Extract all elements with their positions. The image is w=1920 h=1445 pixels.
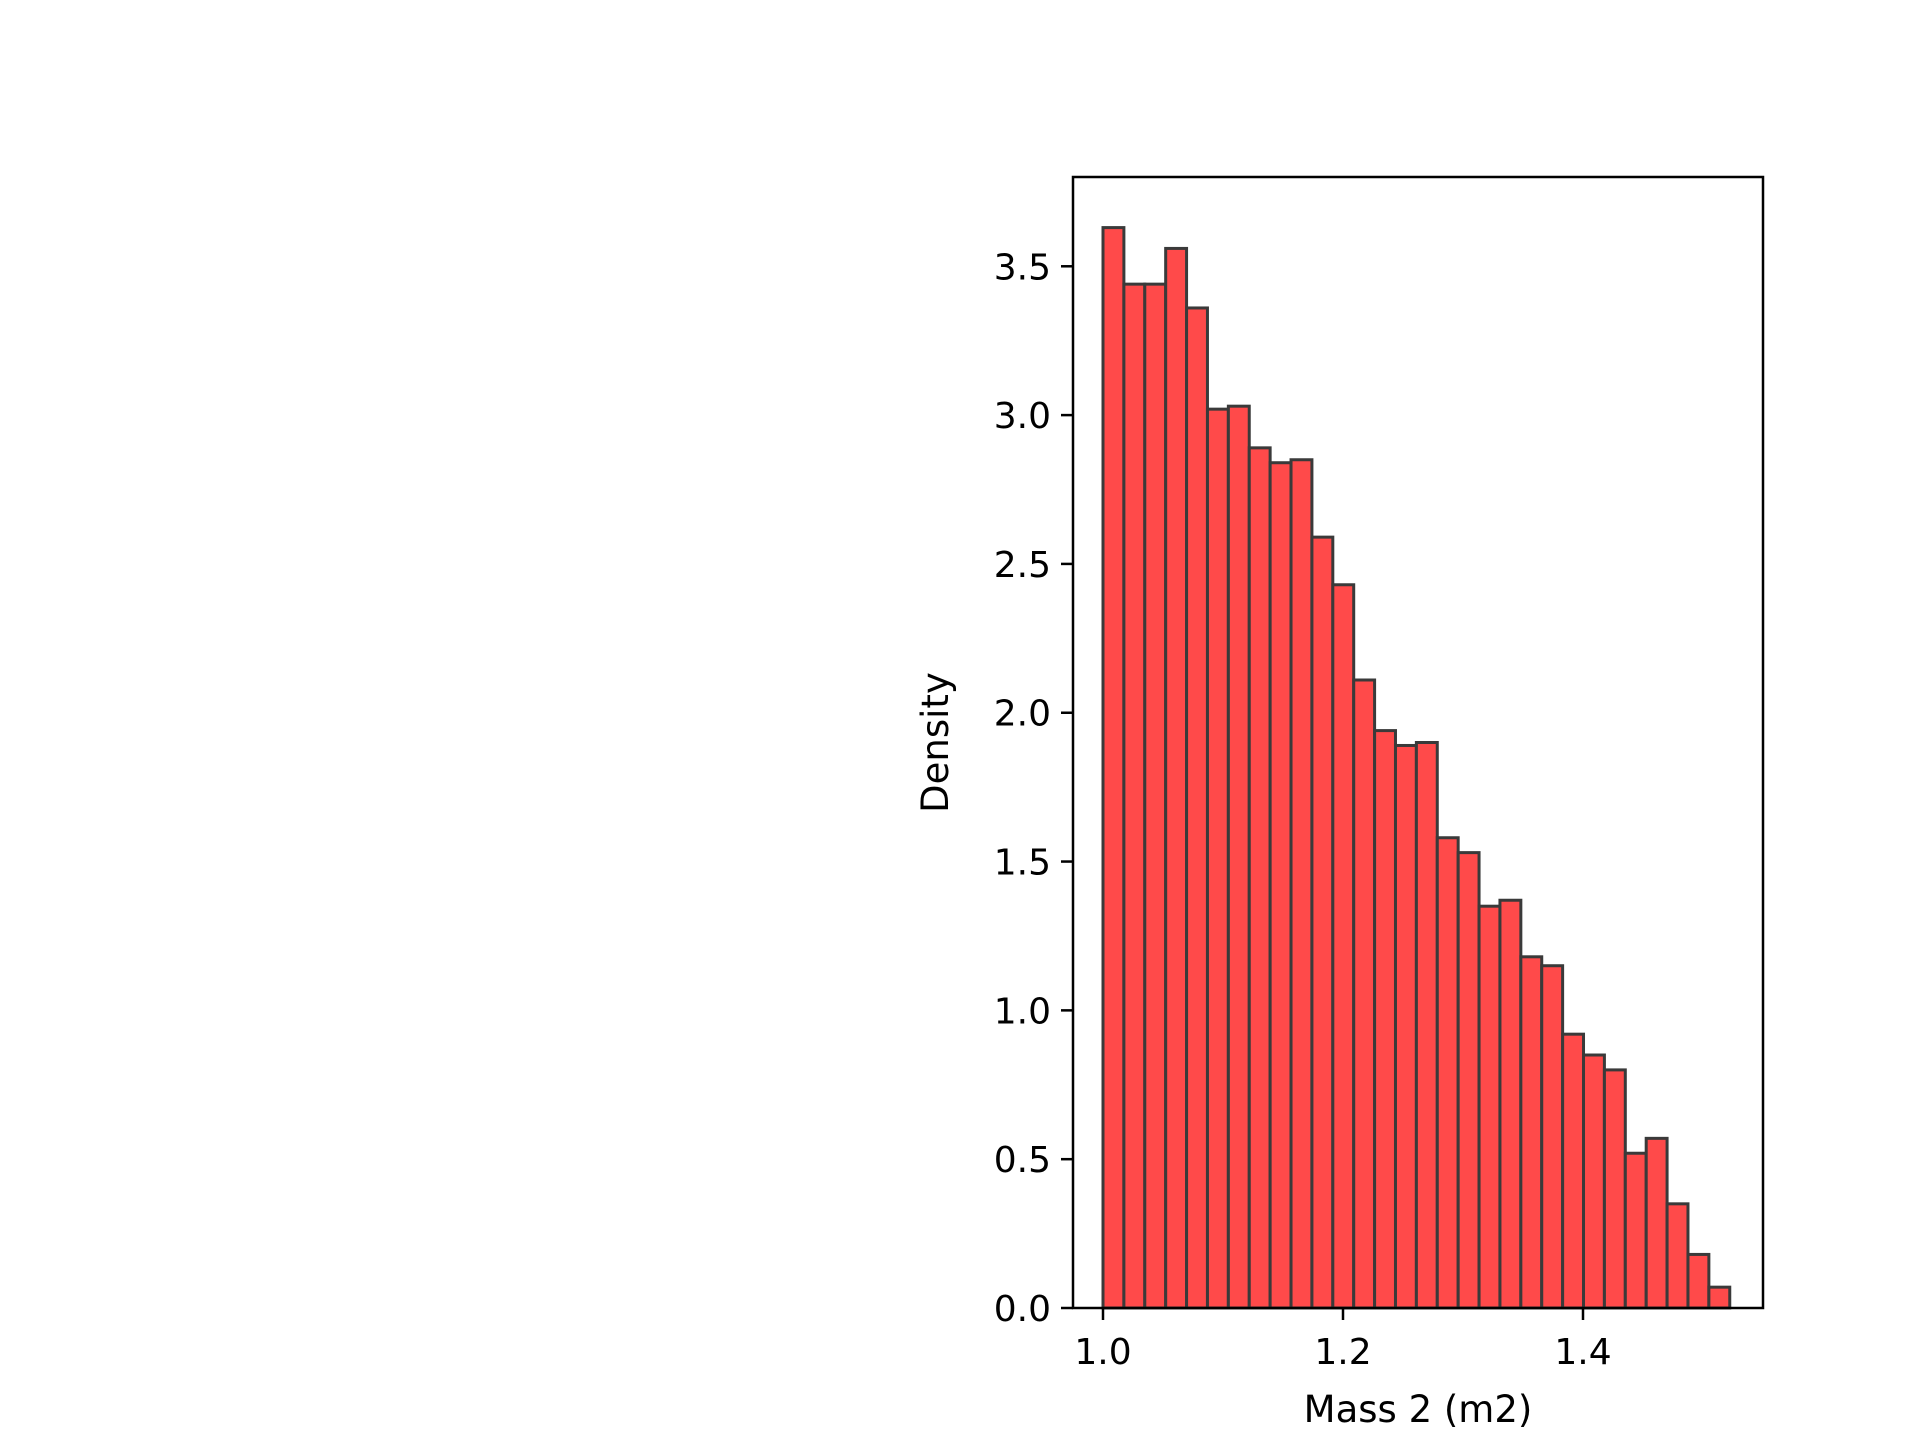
- histogram-bar: [1268, 461, 1293, 1310]
- bars-group: [1101, 226, 1732, 1310]
- x-tick-label: 1.0: [1074, 1332, 1131, 1373]
- histogram-bar: [1435, 836, 1460, 1310]
- histogram-bar: [1602, 1068, 1627, 1310]
- y-axis-label: Density: [914, 672, 957, 813]
- histogram-bar: [1665, 1202, 1690, 1310]
- histogram-bar: [1352, 678, 1377, 1310]
- histogram-bar: [1164, 246, 1189, 1310]
- y-tick-label: 3.0: [994, 396, 1051, 437]
- y-tick-label: 2.5: [994, 545, 1051, 586]
- histogram-bar: [1205, 407, 1230, 1310]
- x-tick-label: 1.2: [1314, 1332, 1371, 1373]
- histogram-bar: [1143, 282, 1168, 1310]
- y-axis-ticks: 0.0 0.5 1.0 1.5 2.0 2.5 3.0 3.5: [994, 247, 1073, 1330]
- x-tick-label: 1.4: [1554, 1332, 1611, 1373]
- histogram-bar: [1540, 964, 1565, 1310]
- y-tick-label: 0.0: [994, 1289, 1051, 1330]
- histogram-bar: [1414, 741, 1439, 1310]
- histogram-bar: [1373, 729, 1397, 1310]
- y-tick-label: 1.5: [994, 843, 1051, 884]
- histogram-bar: [1498, 898, 1523, 1310]
- x-axis-ticks: 1.0 1.2 1.4: [1074, 1308, 1612, 1373]
- x-axis-label: Mass 2 (m2): [1304, 1388, 1533, 1431]
- histogram-bar: [1686, 1252, 1711, 1310]
- histogram-bar: [1310, 535, 1335, 1310]
- histogram-bar: [1247, 446, 1272, 1310]
- histogram-bar: [1707, 1285, 1732, 1310]
- histogram-bar: [1289, 458, 1314, 1310]
- axes-frame: [1071, 175, 1765, 1310]
- histogram-bar: [1456, 851, 1481, 1310]
- histogram-bar: [1393, 743, 1418, 1310]
- histogram-bar: [1519, 955, 1544, 1310]
- histogram-bar: [1623, 1151, 1648, 1310]
- histogram-bar: [1331, 583, 1356, 1310]
- histogram-bar: [1122, 282, 1147, 1310]
- y-tick-label: 0.5: [994, 1140, 1051, 1181]
- histogram-bar: [1477, 904, 1502, 1310]
- histogram-bar: [1561, 1032, 1586, 1310]
- histogram-bar: [1101, 226, 1126, 1310]
- histogram-bar: [1644, 1136, 1669, 1310]
- y-tick-label: 2.0: [994, 694, 1051, 735]
- histogram-bar: [1582, 1053, 1606, 1310]
- y-tick-label: 1.0: [994, 991, 1051, 1032]
- histogram-bar: [1185, 306, 1209, 1310]
- histogram-bar: [1226, 404, 1251, 1310]
- y-tick-label: 3.5: [994, 247, 1051, 288]
